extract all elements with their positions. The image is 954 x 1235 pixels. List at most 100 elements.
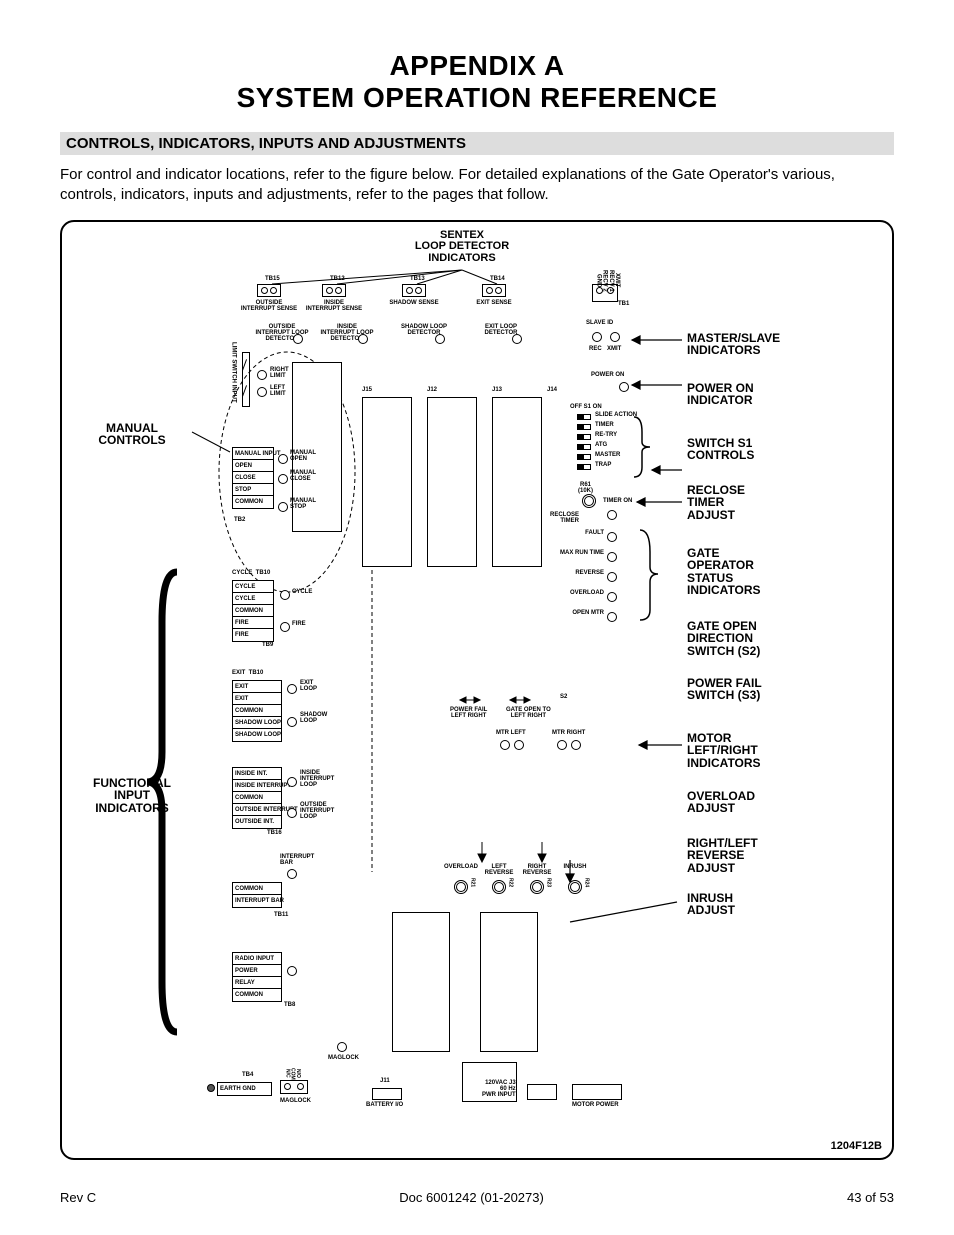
- mtr-right-led2: [571, 740, 581, 750]
- cycle-led: [280, 590, 290, 600]
- status-led-4: [607, 612, 617, 622]
- tb4-earth: EARTH GND: [217, 1082, 272, 1096]
- terminal-TB14: [482, 284, 506, 297]
- mtr-left-led1: [500, 740, 510, 750]
- callout-rl_reverse: RIGHT/LEFTREVERSEADJUST: [687, 837, 758, 875]
- j3-conn: [527, 1084, 557, 1100]
- pot-1: [492, 880, 506, 894]
- dip-label: TIMER: [595, 422, 614, 428]
- exit-loop-lbl: EXITLOOP: [300, 680, 317, 693]
- exit-loop-led: [287, 684, 297, 694]
- pot-3: [568, 880, 582, 894]
- term-label: EXIT SENSE: [464, 300, 524, 306]
- detector-led: [293, 334, 303, 344]
- mtr-left-lbl: MTR LEFT: [496, 730, 526, 736]
- loop-detector-header: SENTEXLOOP DETECTORINDICATORS: [402, 230, 522, 265]
- term-id: TB14: [490, 276, 505, 282]
- term-label: INSIDEINTERRUPT SENSE: [304, 300, 364, 313]
- dip-label: TRAP: [595, 462, 611, 468]
- callout-power_on: POWER ONINDICATOR: [687, 382, 754, 407]
- right-limit-label: RIGHTLIMIT: [270, 367, 289, 380]
- power-on-text: POWER ON: [591, 372, 624, 378]
- mtr-left-led2: [514, 740, 524, 750]
- fire-led-lbl: FIRE: [292, 621, 306, 627]
- tb1-pins: XMITRECV 1RECV 2GND: [595, 270, 620, 292]
- j11-label: J11: [380, 1078, 390, 1084]
- status-led-2: [607, 572, 617, 582]
- footer-doc: Doc 6001242 (01-20273): [399, 1190, 544, 1205]
- status-led-1: [607, 552, 617, 562]
- detector-label: SHADOW LOOPDETECTOR: [395, 324, 453, 337]
- slave-id-label: SLAVE ID: [586, 320, 613, 326]
- status-led-label: FAULT: [552, 530, 604, 536]
- manual-close-led: [278, 474, 288, 484]
- detector-led: [435, 334, 445, 344]
- callout-switch_s1: SWITCH S1CONTROLS: [687, 437, 754, 462]
- maglock-led: [337, 1042, 347, 1052]
- tb8-label: TB8: [284, 1002, 295, 1008]
- cycle-hdr: CYCLE TB10: [232, 570, 270, 576]
- limit-conn: [242, 352, 250, 407]
- tb4-label: TB4: [242, 1072, 253, 1078]
- dip-1: [577, 424, 591, 430]
- xmit-label: XMIT: [607, 346, 621, 352]
- figure-frame: SENTEXLOOP DETECTORINDICATORS: [60, 220, 894, 1160]
- dip-label: SLIDE ACTION: [595, 412, 637, 418]
- dip-3: [577, 444, 591, 450]
- interrupt-bar-led: [287, 869, 297, 879]
- maglock-led-lbl: MAGLOCK: [328, 1055, 359, 1061]
- tb9-cycle: CYCLECYCLECOMMONFIREFIRE: [232, 580, 274, 642]
- intro-text: For control and indicator locations, ref…: [60, 165, 894, 206]
- tb2-label: TB2: [234, 517, 245, 523]
- tb8-radio: RADIO INPUTPOWERRELAYCOMMON: [232, 952, 282, 1002]
- right-limit-led: [257, 370, 267, 380]
- pot-label: RIGHTREVERSE: [520, 864, 554, 877]
- callout-gate_status: GATEOPERATORSTATUSINDICATORS: [687, 547, 761, 597]
- pot-label: OVERLOAD: [444, 864, 478, 870]
- motor-power-conn: [572, 1084, 622, 1100]
- mtr-right-lbl: MTR RIGHT: [552, 730, 585, 736]
- relay-2: [362, 397, 412, 567]
- callout-gate_open_dir: GATE OPENDIRECTIONSWITCH (S2): [687, 620, 760, 658]
- dip-2: [577, 434, 591, 440]
- pot-sub: R22: [507, 878, 512, 887]
- j12: J12: [427, 387, 437, 393]
- terminal-TB15: [257, 284, 281, 297]
- dip-label: ATG: [595, 442, 607, 448]
- status-led-label: MAX RUN TIME: [552, 550, 604, 556]
- interrupt-bar-lbl: INTERRUPTBAR: [280, 854, 314, 867]
- pot-2: [530, 880, 544, 894]
- figure-id: 1204F12B: [831, 1140, 882, 1152]
- tb16-interrupt: INSIDE INT.INSIDE INTERRUPTCOMMONOUTSIDE…: [232, 767, 282, 829]
- j3-label: 120VAC J360 HzPWR INPUT: [482, 1080, 516, 1099]
- callout-reclose: RECLOSETIMERADJUST: [687, 484, 745, 522]
- callout-manual_controls: MANUALCONTROLS: [82, 422, 182, 447]
- earth-gnd-icon: [207, 1084, 215, 1092]
- status-led-0: [607, 532, 617, 542]
- motor-power-label: MOTOR POWER: [572, 1102, 619, 1108]
- manual-open-lbl: MANUALOPEN: [290, 450, 316, 463]
- dip-label: MASTER: [595, 452, 620, 458]
- term-id: TB12: [330, 276, 345, 282]
- outside-int-lbl: OUTSIDEINTERRUPTLOOP: [300, 802, 334, 821]
- page-footer: Rev C Doc 6001242 (01-20273) 43 of 53: [60, 1190, 894, 1205]
- inside-int-lbl: INSIDEINTERRUPTLOOP: [300, 770, 334, 789]
- j15: J15: [362, 387, 372, 393]
- s1-header: OFF S1 ON: [570, 404, 602, 410]
- s3-label: POWER FAILLEFT RIGHT: [450, 707, 487, 720]
- status-led-label: OVERLOAD: [552, 590, 604, 596]
- status-led-label: REVERSE: [552, 570, 604, 576]
- reclose-r61: R61(10K): [578, 482, 593, 495]
- status-led-3: [607, 592, 617, 602]
- pot-label: INRUSH: [558, 864, 592, 870]
- diagram-wires: [62, 222, 892, 1158]
- detector-led: [512, 334, 522, 344]
- footer-page: 43 of 53: [847, 1190, 894, 1205]
- maglock-btm-lbl: MAGLOCK: [280, 1098, 311, 1104]
- section-heading: CONTROLS, INDICATORS, INPUTS AND ADJUSTM…: [60, 132, 894, 155]
- inside-int-led: [287, 777, 297, 787]
- term-id: TB15: [265, 276, 280, 282]
- timer-on-led: [607, 510, 617, 520]
- manual-close-lbl: MANUALCLOSE: [290, 470, 316, 483]
- power-on-led: [619, 382, 629, 392]
